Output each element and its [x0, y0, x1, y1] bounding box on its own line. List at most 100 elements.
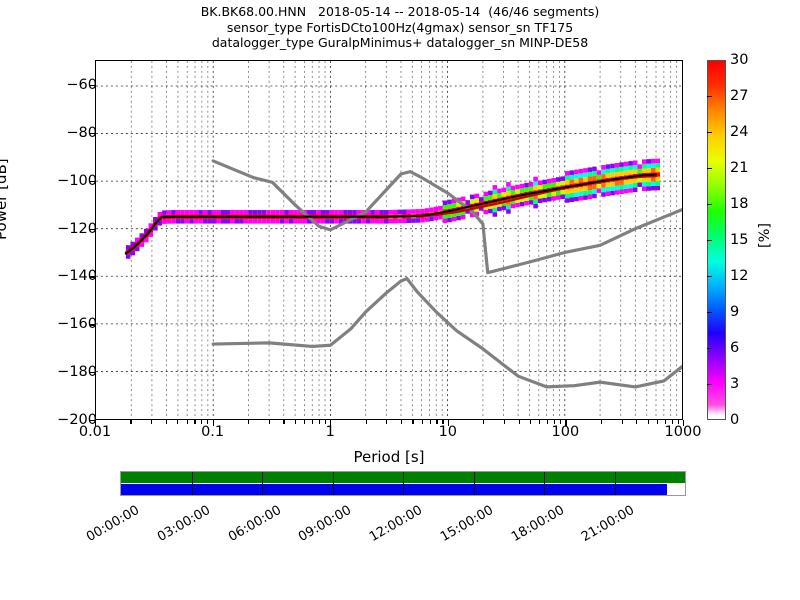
coverage-timeline	[120, 471, 686, 496]
x-tick-mark	[304, 420, 306, 424]
y-tick-label: −180	[57, 364, 97, 381]
x-tick-mark	[539, 420, 541, 424]
colorbar-tick-label: 24	[730, 124, 749, 140]
y-tick-mark	[90, 132, 96, 135]
timeline-gridline	[473, 472, 475, 495]
x-tick-mark	[677, 420, 679, 424]
x-tick-mark	[621, 420, 623, 424]
x-tick-mark	[560, 420, 562, 424]
x-tick-mark	[294, 420, 296, 424]
x-tick-mark	[248, 420, 250, 424]
x-tick-mark	[207, 420, 209, 424]
x-tick-mark	[565, 420, 567, 426]
x-tick-mark	[283, 420, 285, 424]
y-tick-mark	[90, 324, 96, 326]
x-tick-label: 1000	[664, 424, 702, 440]
y-tick-mark	[90, 180, 96, 182]
colorbar-tick-label: 15	[730, 232, 749, 248]
colorbar-tick-label: 30	[730, 52, 749, 68]
x-tick-mark	[365, 420, 367, 424]
x-tick-mark	[151, 420, 153, 424]
timeline-tick-label: 15:00:00	[437, 502, 496, 545]
x-tick-mark	[483, 420, 485, 424]
x-tick-mark	[130, 420, 132, 424]
y-axis-label: Power [dB]	[0, 158, 10, 240]
y-tick-label: −120	[57, 220, 97, 237]
plot-title: BK.BK68.00.HNN 2018-05-14 -- 2018-05-14 …	[0, 4, 800, 51]
x-tick-mark	[447, 420, 449, 426]
x-tick-mark	[412, 420, 414, 424]
x-tick-mark	[436, 420, 438, 424]
x-tick-mark	[186, 420, 188, 424]
y-tick-mark	[90, 228, 96, 230]
gridlines	[96, 61, 682, 419]
noise-model-curves	[124, 159, 682, 389]
x-tick-mark	[386, 420, 388, 424]
x-tick-mark	[201, 420, 203, 424]
colorbar-tick-label: 3	[730, 376, 740, 392]
x-tick-mark	[503, 420, 506, 424]
colorbar-tick-mark	[707, 240, 712, 241]
y-tick-label: −60	[66, 77, 97, 94]
colorbar-tick-mark	[707, 204, 712, 205]
colorbar-tick-mark	[707, 168, 712, 169]
x-tick-mark	[268, 420, 270, 424]
y-tick-mark	[90, 85, 96, 87]
timeline-tick-label: 06:00:00	[225, 502, 284, 545]
timeline-row-psd-segments	[121, 483, 685, 495]
timeline-gridline	[191, 472, 193, 495]
colorbar-tick-label: 18	[730, 196, 749, 212]
timeline-tick-label: 09:00:00	[296, 502, 355, 545]
colorbar-label: [%]	[757, 222, 773, 248]
x-tick-mark	[647, 420, 649, 424]
colorbar-tick-label: 9	[730, 304, 740, 320]
x-tick-mark	[518, 420, 520, 424]
colorbar-tick-label: 6	[730, 340, 740, 356]
colorbar-tick-mark	[707, 384, 712, 385]
x-tick-mark	[318, 420, 320, 424]
y-tick-mark	[90, 372, 96, 374]
x-tick-mark	[401, 420, 403, 424]
timeline-tick-label: 00:00:00	[84, 502, 143, 545]
x-tick-mark	[95, 420, 97, 426]
colorbar-tick-mark	[707, 348, 712, 349]
x-tick-mark	[442, 420, 444, 424]
x-tick-label: 0.1	[201, 424, 225, 440]
colorbar-tick-label: 0	[730, 412, 740, 428]
colorbar-tick-label: 27	[730, 88, 749, 104]
title-line-1: BK.BK68.00.HNN 2018-05-14 -- 2018-05-14 …	[200, 4, 600, 19]
y-tick-label: −100	[57, 172, 97, 189]
psd-histogram	[125, 158, 661, 259]
colorbar-tick-mark	[707, 312, 712, 313]
x-tick-mark	[194, 420, 196, 424]
x-tick-mark	[664, 420, 666, 424]
timeline-tick-label: 21:00:00	[579, 502, 638, 545]
timeline-gridline	[262, 472, 263, 495]
timeline-tick-label: 12:00:00	[367, 502, 426, 545]
y-tick-label: −160	[57, 316, 97, 333]
x-tick-mark	[600, 420, 602, 424]
x-tick-mark	[311, 420, 314, 424]
timeline-gridline	[332, 472, 334, 495]
timeline-tick-label: 03:00:00	[154, 502, 213, 545]
colorbar-tick-mark	[707, 132, 712, 133]
title-line-2: sensor_type FortisDCto100Hz(4gmax) senso…	[226, 19, 574, 35]
x-tick-mark	[671, 420, 673, 424]
title-line-3: datalogger_type GuralpMinimus+ datalogge…	[211, 35, 589, 50]
x-tick-mark	[421, 420, 423, 424]
x-tick-mark	[656, 420, 659, 424]
x-tick-mark	[177, 420, 179, 424]
x-axis-label: Period [s]	[353, 448, 425, 466]
x-tick-label: 0.01	[78, 424, 112, 440]
x-tick-mark	[547, 420, 549, 424]
x-tick-mark	[529, 420, 532, 424]
colorbar-tick-mark	[707, 96, 712, 97]
y-tick-mark	[90, 276, 96, 278]
plot-canvas	[96, 61, 682, 419]
timeline-gridline	[614, 472, 616, 495]
x-tick-mark	[330, 420, 332, 426]
timeline-gridline	[544, 472, 545, 495]
x-tick-label: 10	[438, 424, 458, 440]
y-tick-label: −140	[57, 268, 97, 285]
